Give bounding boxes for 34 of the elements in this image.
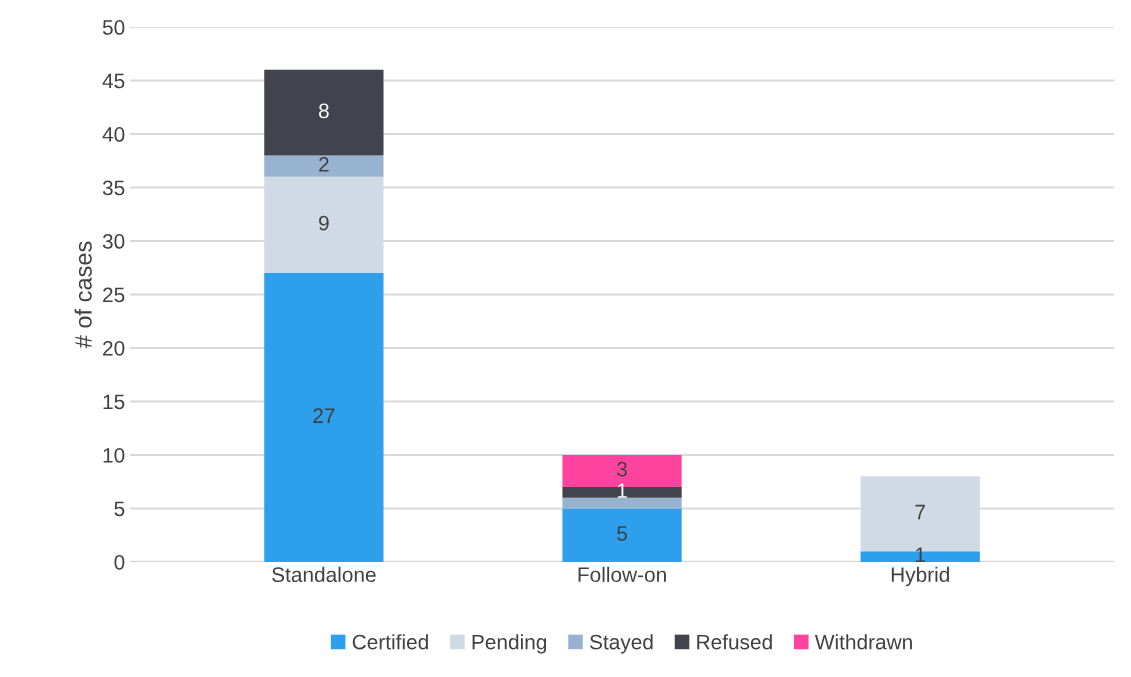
legend-label: Refused xyxy=(697,634,772,650)
data-label: 9 xyxy=(319,215,329,231)
bar xyxy=(562,497,682,509)
bar xyxy=(562,508,682,562)
y-tick-label: 30 xyxy=(102,234,125,249)
y-tick-label: 10 xyxy=(103,447,125,463)
x-tick-label: Hybrid xyxy=(891,566,949,587)
y-axis-title: # of cases xyxy=(74,241,92,349)
y-tick-label: 0 xyxy=(114,554,125,570)
y-tick-label: 20 xyxy=(103,340,125,356)
legend-label: Withdrawn xyxy=(814,634,912,650)
x-tick-label: Follow-on xyxy=(578,566,666,583)
data-label: 1 xyxy=(916,547,925,562)
data-label: 5 xyxy=(617,526,627,541)
legend-label: Pending xyxy=(472,634,547,654)
data-label: 7 xyxy=(915,504,925,520)
data-label: 3 xyxy=(617,461,627,477)
x-tick-label: Standalone xyxy=(272,566,376,583)
legend-label: Certified xyxy=(352,634,428,650)
bar xyxy=(264,273,384,562)
legend-label: Stayed xyxy=(590,634,653,654)
y-tick-label: 15 xyxy=(103,394,125,410)
y-tick-label: 35 xyxy=(102,180,125,196)
y-tick-label: 40 xyxy=(102,127,125,142)
data-label: 1 xyxy=(617,483,627,498)
y-tick-label: 5 xyxy=(114,501,125,517)
y-tick-label: 45 xyxy=(102,73,125,89)
data-label: 2 xyxy=(319,156,329,172)
bar xyxy=(264,69,384,156)
data-label: 27 xyxy=(313,408,335,423)
y-tick-label: 25 xyxy=(103,287,125,303)
y-tick-label: 50 xyxy=(102,20,125,35)
bar xyxy=(264,155,384,177)
data-label: 8 xyxy=(318,103,329,119)
